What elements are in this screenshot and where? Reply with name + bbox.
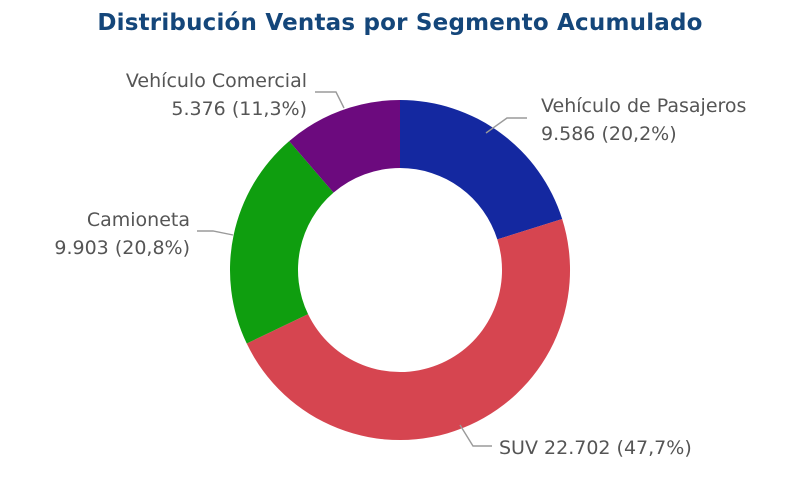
slice-label-name-vehiculo-pasajeros: Vehículo de Pasajeros: [541, 95, 746, 117]
leader-line-vehiculo-pasajeros: [485, 117, 527, 134]
leader-line-suv: [459, 424, 492, 447]
donut-slice-camioneta[interactable]: [229, 141, 334, 344]
chart-title: Distribución Ventas por Segmento Acumula…: [97, 10, 703, 36]
slice-label-suv: SUV 22.702 (47,7%): [499, 437, 692, 459]
leader-line-vehiculo-comercial: [315, 91, 345, 109]
slice-label-value-vehiculo-pasajeros: 9.586 (20,2%): [541, 123, 677, 145]
slice-label-value-vehiculo-comercial: 5.376 (11,3%): [171, 98, 307, 120]
donut-slice-suv[interactable]: [246, 219, 571, 441]
slice-label-name-vehiculo-comercial: Vehículo Comercial: [126, 70, 307, 92]
donut-slice-vehiculo-comercial[interactable]: [289, 100, 400, 193]
slice-label-value-camioneta: 9.903 (20,8%): [54, 237, 190, 259]
donut-slice-vehiculo-de-pasajeros[interactable]: [400, 100, 563, 240]
leader-line-camioneta: [197, 230, 234, 236]
slice-label-name-camioneta: Camioneta: [87, 209, 190, 231]
